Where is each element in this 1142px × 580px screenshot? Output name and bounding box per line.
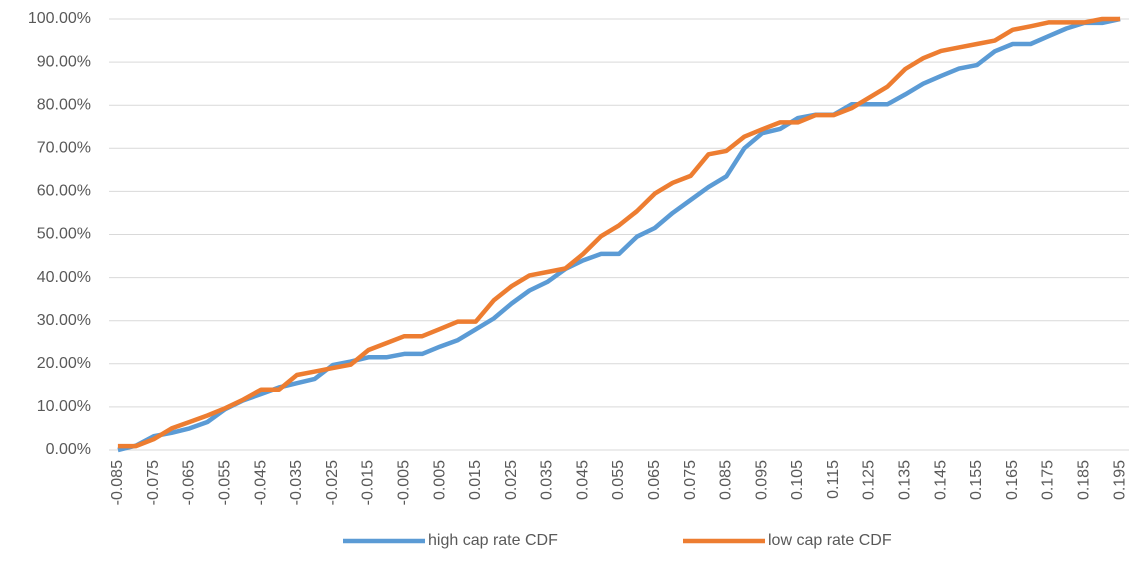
x-tick-label: -0.035 — [288, 460, 305, 505]
x-tick-label: 0.165 — [1004, 460, 1021, 500]
x-tick-label: 0.185 — [1075, 460, 1092, 500]
x-tick-label: 0.135 — [897, 460, 914, 500]
x-tick-label: 0.065 — [646, 460, 663, 500]
x-tick-label: 0.195 — [1111, 460, 1128, 500]
y-tick-label: 40.00% — [37, 269, 91, 286]
x-tick-label: 0.035 — [539, 460, 556, 500]
x-tick-label: -0.025 — [324, 460, 341, 505]
y-tick-label: 0.00% — [46, 441, 91, 458]
x-tick-label: 0.125 — [861, 460, 878, 500]
y-tick-label: 100.00% — [28, 10, 91, 27]
y-tick-label: 60.00% — [37, 183, 91, 200]
legend-label: low cap rate CDF — [768, 532, 892, 549]
y-tick-label: 80.00% — [37, 96, 91, 113]
x-tick-label: 0.115 — [825, 460, 842, 499]
x-tick-label: 0.085 — [718, 460, 735, 500]
x-tick-label: -0.075 — [145, 460, 162, 505]
x-tick-label: -0.065 — [181, 460, 198, 505]
x-tick-label: -0.015 — [360, 460, 377, 505]
x-tick-label: 0.145 — [932, 460, 949, 500]
x-tick-label: 0.095 — [753, 460, 770, 500]
series-line — [117, 16, 1121, 449]
x-tick-label: 0.105 — [789, 460, 806, 500]
y-tick-label: 30.00% — [37, 312, 91, 329]
x-tick-label: 0.005 — [431, 460, 448, 500]
x-tick-label: 0.155 — [968, 460, 985, 500]
x-tick-label: -0.045 — [252, 460, 269, 505]
y-tick-label: 50.00% — [37, 226, 91, 243]
x-tick-label: 0.025 — [503, 460, 520, 500]
legend-label: high cap rate CDF — [428, 532, 558, 549]
y-tick-label: 90.00% — [37, 53, 91, 70]
x-tick-label: -0.085 — [109, 460, 126, 505]
x-tick-label: -0.055 — [217, 460, 234, 505]
y-tick-label: 20.00% — [37, 355, 91, 372]
y-tick-label: 10.00% — [37, 398, 91, 415]
x-tick-label: 0.015 — [467, 460, 484, 500]
x-tick-label: 0.075 — [682, 460, 699, 500]
y-tick-label: 70.00% — [37, 140, 91, 157]
x-tick-label: -0.005 — [395, 460, 412, 505]
x-tick-label: 0.175 — [1040, 460, 1057, 500]
x-tick-label: 0.055 — [610, 460, 627, 500]
x-tick-label: 0.045 — [574, 460, 591, 500]
